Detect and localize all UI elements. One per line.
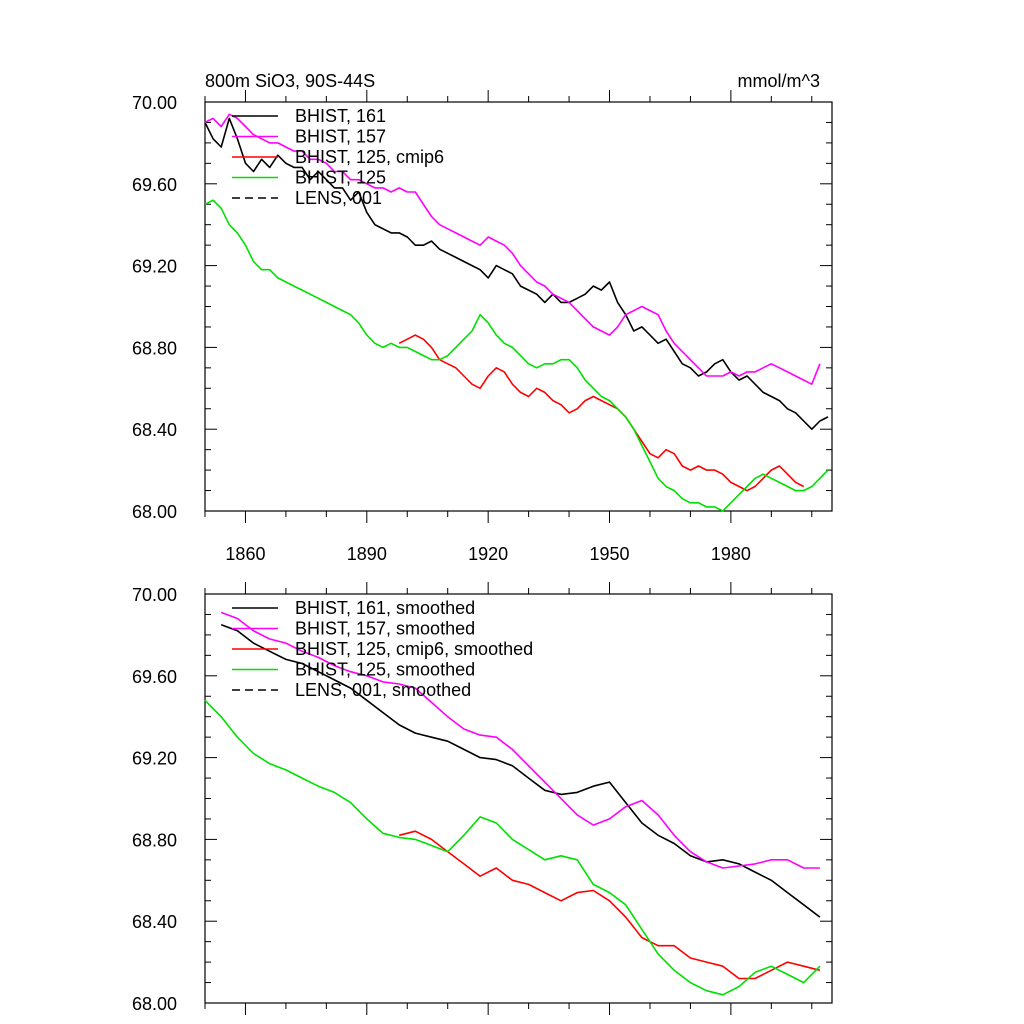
series-line-top-0 — [204, 117, 829, 431]
series-line-bottom-1 — [220, 611, 820, 869]
legend-label-bottom-3: BHIST, 125, smoothed — [295, 660, 475, 680]
y-tick-label: 69.60 — [132, 175, 177, 195]
x-tick-label: 1890 — [347, 544, 387, 564]
legend-label-top-2: BHIST, 125, cmip6 — [295, 147, 444, 167]
legend-label-bottom-4: LENS, 001, smoothed — [295, 680, 471, 700]
legend-label-bottom-2: BHIST, 125, cmip6, smoothed — [295, 639, 533, 659]
y-tick-label: 68.00 — [132, 994, 177, 1014]
plot-area-top: 68.00 68.40 68.80 69.20 69.60 70.00 1860 1890 19… — [132, 90, 833, 564]
series-line-top-2 — [398, 334, 805, 492]
panel-top-title: 800m SiO3, 90S-44S — [205, 71, 375, 91]
y-tick-label: 69.20 — [132, 257, 177, 277]
y-tick-label: 68.40 — [132, 420, 177, 440]
legend-label-bottom-0: BHIST, 161, smoothed — [295, 598, 475, 618]
legend-label-top-4: LENS, 001 — [295, 188, 382, 208]
y-tick-label: 69.60 — [132, 667, 177, 687]
y-tick-label: 68.80 — [132, 338, 177, 358]
x-tick-label: 1980 — [711, 544, 751, 564]
legend-label-bottom-1: BHIST, 157, smoothed — [295, 619, 475, 639]
legend-label-top-3: BHIST, 125 — [295, 168, 386, 188]
panel-top: 800m SiO3, 90S-44S mmol/m^3 68.0068.4068… — [132, 71, 833, 564]
panel-bottom: 68.00 68.40 68.80 69.20 69.60 70.00 BHIST, 161… — [132, 582, 833, 1015]
x-tick-label: 1860 — [225, 544, 265, 564]
series-line-top-3 — [204, 199, 829, 512]
y-tick-label: 68.00 — [132, 502, 177, 522]
panel-top-units: mmol/m^3 — [738, 71, 820, 91]
series-line-bottom-2 — [399, 830, 821, 980]
series-line-bottom-0 — [220, 623, 821, 918]
y-tick-label: 69.20 — [132, 749, 177, 769]
y-tick-label: 68.80 — [132, 830, 177, 850]
series-line-top-1 — [204, 113, 821, 386]
y-tick-label: 70.00 — [132, 585, 177, 605]
series-line-bottom-3 — [204, 699, 821, 996]
legend-label-top-0: BHIST, 161 — [295, 106, 386, 126]
y-tick-label: 68.40 — [132, 912, 177, 932]
plot-area-bottom: 68.00 68.40 68.80 69.20 69.60 70.00 BHIST, 161… — [132, 582, 833, 1015]
x-tick-label: 1950 — [589, 544, 629, 564]
y-tick-label: 70.00 — [132, 93, 177, 113]
x-tick-label: 1920 — [468, 544, 508, 564]
legend-label-top-1: BHIST, 157 — [295, 127, 386, 147]
